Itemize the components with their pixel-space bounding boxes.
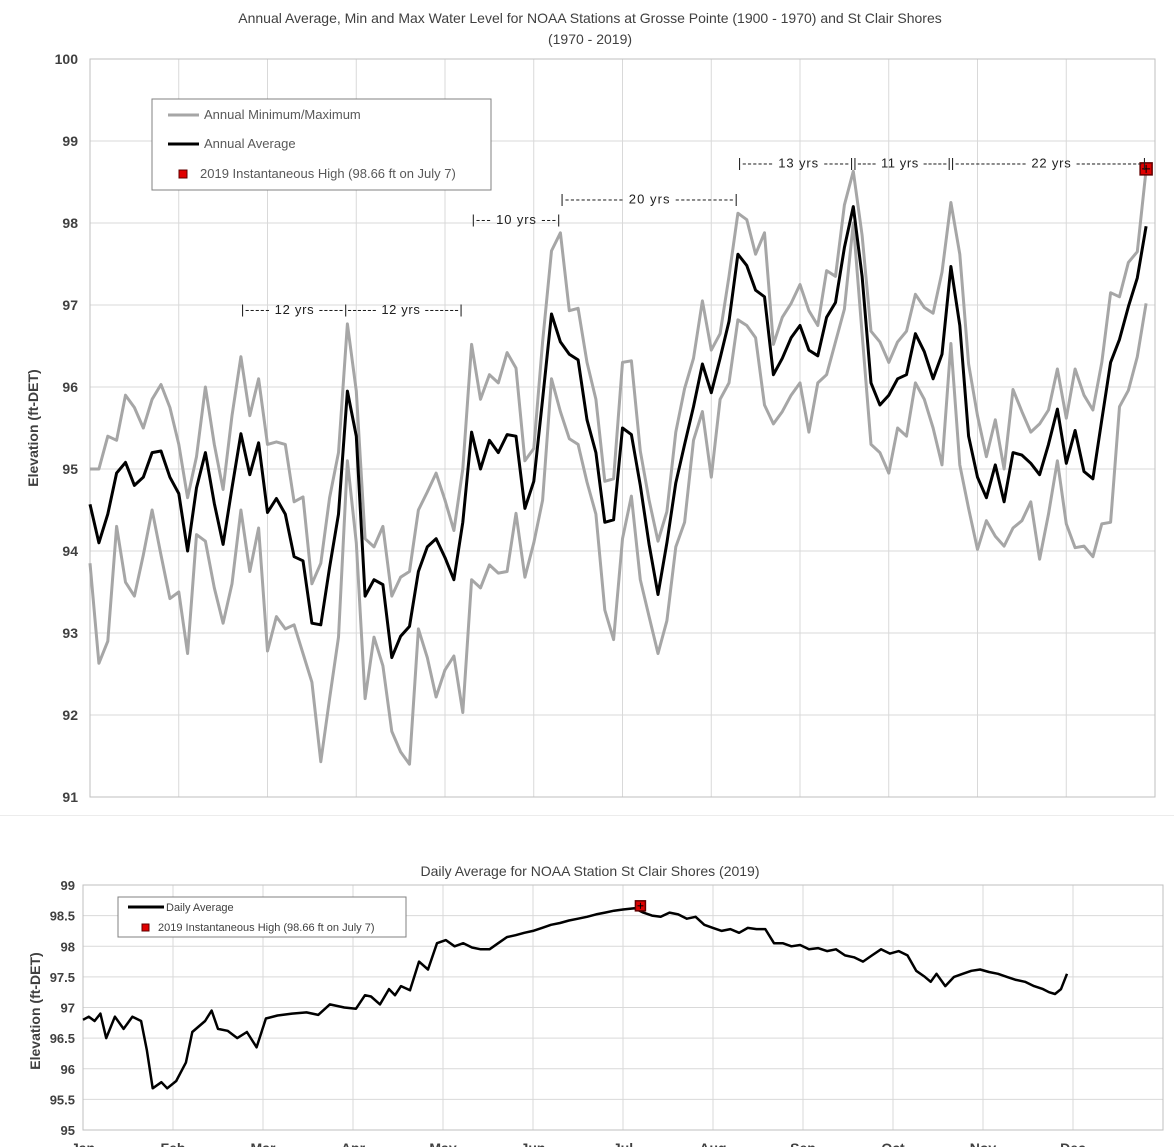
chart1-y-tick-97: 97 — [62, 297, 78, 313]
chart1-y-tick-93: 93 — [62, 625, 78, 641]
chart1-x-tick-1960: 1960 — [607, 812, 638, 815]
chart2-y-tick-97.5: 97.5 — [50, 970, 75, 985]
chart1-x-tick-1950: 1950 — [518, 812, 549, 815]
chart1-series — [88, 162, 1153, 766]
chart1-annotation-7: |-------------- 22 yrs -------------| — [951, 155, 1146, 170]
chart2-y-tick-95.5: 95.5 — [50, 1092, 75, 1107]
chart2-y-axis-label: Elevation (ft-DET) — [27, 952, 43, 1069]
chart2-legend: Daily Average 2019 Instantaneous High (9… — [117, 896, 407, 938]
chart1-y-tick-94: 94 — [62, 543, 78, 559]
chart2-x-tick-feb: Feb — [161, 1140, 186, 1147]
chart2-y-tick-97: 97 — [61, 1001, 75, 1016]
chart1-x-tick-2000: 2000 — [962, 812, 993, 815]
chart2-legend-label-high: 2019 Instantaneous High (98.66 ft on Jul… — [158, 922, 374, 934]
chart2-y-axis: 95 95.5 96 96.5 97 97.5 98 98.5 99 — [50, 878, 75, 1138]
chart2-x-tick-aug: Aug — [699, 1140, 726, 1147]
chart1-series-minimum-line — [88, 221, 1148, 766]
chart1-annotation-1: |----- 12 yrs -----| — [241, 302, 348, 317]
chart2-legend-swatch-high — [141, 923, 150, 932]
chart1-y-tick-98: 98 — [62, 215, 78, 231]
chart2-legend-box — [117, 896, 407, 938]
chart1-x-tick-2010: 2010 — [1051, 812, 1082, 815]
daily-water-level-chart: Daily Average for NOAA Station St Clair … — [0, 815, 1174, 1147]
chart1-title-line-2: (1970 - 2019) — [548, 31, 632, 47]
chart2-x-tick-nov: Nov — [970, 1140, 997, 1147]
chart1-x-tick-1990: 1990 — [873, 812, 904, 815]
chart2-x-axis: Jan Feb Mar Apr May Jun Jul Aug Sep Oct Nov Dec — [71, 1140, 1086, 1147]
chart2-gridlines — [82, 884, 1163, 1131]
chart2-x-tick-sep: Sep — [790, 1140, 816, 1147]
chart1-annotation-2: ------ 12 yrs -------| — [347, 302, 462, 317]
chart1-y-axis-label: Elevation (ft-DET) — [25, 369, 41, 486]
chart2-y-tick-96: 96 — [61, 1062, 75, 1077]
chart2-series-daily-average-line — [82, 907, 1069, 1090]
chart1-x-tick-1910: 1910 — [163, 812, 194, 815]
chart1-y-tick-92: 92 — [62, 707, 78, 723]
chart1-x-tick-2020: 2020 — [1139, 812, 1170, 815]
chart2-x-tick-jun: Jun — [521, 1140, 546, 1147]
chart1-legend: Annual Minimum/Maximum Annual Average 20… — [151, 98, 492, 191]
chart1-plot-frame — [89, 58, 1156, 798]
chart1-y-tick-96: 96 — [62, 379, 78, 395]
chart1-x-tick-1930: 1930 — [341, 812, 372, 815]
chart1-annotation-4: |----------- 20 yrs -----------| — [560, 191, 738, 206]
chart1-legend-swatch-high — [178, 169, 188, 179]
chart1-x-tick-1900: 1900 — [74, 812, 105, 815]
chart2-y-tick-95: 95 — [61, 1123, 75, 1138]
chart1-series-maximum-line — [90, 169, 1148, 598]
annual-water-level-chart: Annual Average, Min and Max Water Level … — [25, 10, 1171, 815]
chart1-title: Annual Average, Min and Max Water Level … — [238, 10, 941, 47]
chart1-y-axis: 91 92 93 94 95 96 97 98 99 100 — [55, 51, 79, 805]
chart1-legend-label-minmax: Annual Minimum/Maximum — [204, 107, 361, 122]
chart2-x-tick-jan: Jan — [71, 1140, 95, 1147]
chart2-y-tick-99: 99 — [61, 878, 75, 893]
chart2-title: Daily Average for NOAA Station St Clair … — [420, 863, 759, 879]
chart1-series-average-line — [88, 205, 1148, 660]
chart1-legend-box — [151, 98, 492, 191]
chart2-y-tick-98: 98 — [61, 939, 75, 954]
chart2-x-tick-mar: Mar — [251, 1140, 276, 1147]
chart1-x-tick-1940: 1940 — [429, 812, 460, 815]
chart1-x-tick-1970: 1970 — [696, 812, 727, 815]
chart2-x-tick-may: May — [429, 1140, 456, 1147]
chart1-legend-label-average: Annual Average — [204, 136, 296, 151]
chart1-x-tick-1980: 1980 — [784, 812, 815, 815]
chart2-y-tick-98.5: 98.5 — [50, 909, 75, 924]
chart1-x-axis: 1900 1910 1920 1930 1940 1950 1960 1970 1980 1990… — [74, 812, 1170, 815]
chart1-y-tick-91: 91 — [62, 789, 78, 805]
chart1-x-tick-1920: 1920 — [252, 812, 283, 815]
chart2-x-tick-jul: Jul — [613, 1140, 633, 1147]
chart2-x-tick-apr: Apr — [341, 1140, 366, 1147]
chart1-annotation-3: |--- 10 yrs ---| — [472, 212, 561, 227]
chart1-y-tick-99: 99 — [62, 133, 78, 149]
chart2-legend-label-daily: Daily Average — [166, 902, 234, 914]
chart1-annotations: |----- 12 yrs -----| ------ 12 yrs ------… — [241, 155, 1146, 317]
chart1-annotation-6: |---- 11 yrs -----| — [853, 155, 951, 170]
chart1-y-tick-95: 95 — [62, 461, 78, 477]
chart1-y-tick-100: 100 — [55, 51, 79, 67]
chart2-x-tick-dec: Dec — [1060, 1140, 1086, 1147]
chart2-plot-frame — [82, 884, 1164, 1131]
chart2-series — [82, 900, 1069, 1090]
chart2-x-tick-oct: Oct — [881, 1140, 905, 1147]
chart1-title-line-1: Annual Average, Min and Max Water Level … — [238, 10, 941, 26]
chart2-y-tick-96.5: 96.5 — [50, 1031, 75, 1046]
chart1-legend-label-high: 2019 Instantaneous High (98.66 ft on Jul… — [200, 166, 456, 181]
chart1-annotation-5: |------ 13 yrs -----| — [738, 155, 853, 170]
